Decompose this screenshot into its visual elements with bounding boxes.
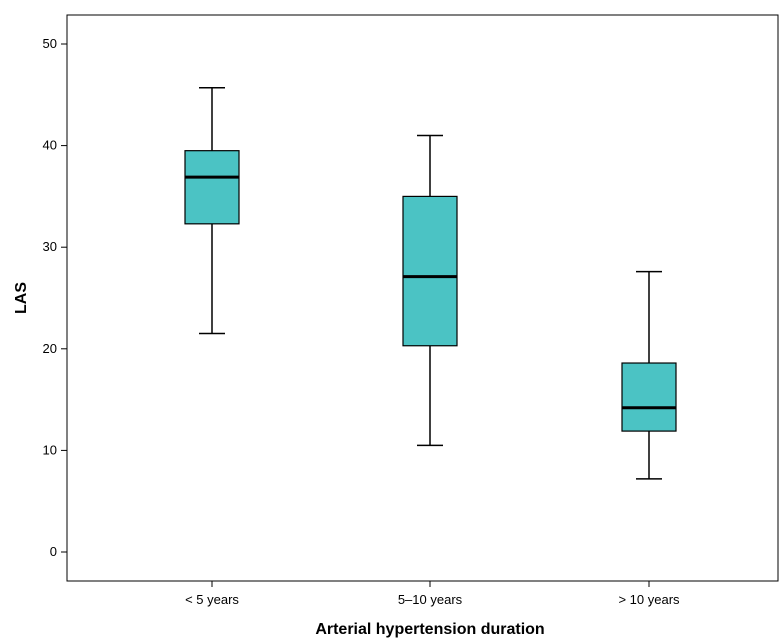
x-axis-title: Arterial hypertension duration: [315, 621, 544, 638]
y-tick-label: 20: [43, 341, 57, 356]
box-group: [184, 86, 240, 335]
x-tick-label: < 5 years: [185, 592, 239, 607]
iqr-box: [184, 150, 240, 225]
iqr-box: [402, 195, 458, 347]
iqr-box: [621, 362, 677, 432]
y-tick-label: 0: [50, 544, 57, 559]
y-axis: 0 10 20 30 40 50: [43, 36, 67, 559]
x-tick-label: > 10 years: [618, 592, 680, 607]
y-tick-label: 50: [43, 36, 57, 51]
x-tick-label: 5–10 years: [398, 592, 463, 607]
box-group: [402, 134, 458, 447]
y-axis-title: LAS: [13, 282, 30, 314]
x-axis: < 5 years 5–10 years > 10 years: [185, 581, 680, 607]
y-tick-label: 10: [43, 442, 57, 457]
box-group: [621, 270, 677, 480]
y-tick-label: 40: [43, 138, 57, 153]
y-tick-label: 30: [43, 239, 57, 254]
boxes-layer: [184, 86, 677, 480]
